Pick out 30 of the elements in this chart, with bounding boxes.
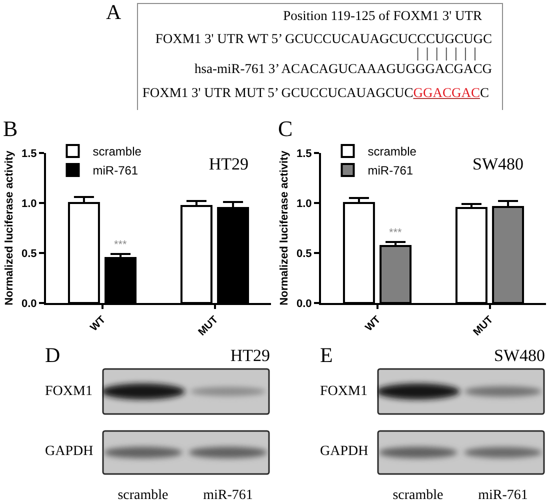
text: A [106,0,122,24]
text: GAPDH [45,444,94,460]
legend-label: scramble [368,144,417,159]
text: E [320,343,333,367]
text: FOXM1 [320,384,368,400]
chart-title: SW480 [472,154,524,174]
y-tick-label: 0.0 [296,298,312,310]
text: D [45,343,60,367]
text: GAPDH [320,444,368,460]
legend-label: miR-761 [368,164,414,178]
text: miR-761 [203,488,253,504]
text: SW480 [494,346,545,365]
text: C [278,116,293,141]
text: scramble [118,488,168,504]
text: C [480,85,489,100]
y-tick-label: 0.5 [296,248,312,260]
text: Position 119-125 of FOXM1 3' UTR [283,8,482,24]
annotation: *** [389,227,403,239]
y-axis-title: Normalized luciferase activity [278,150,291,306]
y-tick-label: 1.0 [296,198,312,210]
text: GGACGAC [413,85,480,100]
y-tick-label: 1.5 [296,148,312,160]
text: miR-761 [478,488,528,504]
text: FOXM1 3' UTR MUT 5’ GCUCCUCAUAGCUC [142,85,414,100]
text: FOXM1 3' UTR WT 5’ GCUCCUCAUAGCUCCCUGCUGC [155,31,492,46]
x-tick-label: WT [363,313,384,334]
text: HT29 [230,346,270,365]
text: hsa-miR-761 3’ ACACAGUCAAAGUGGGACGACG [194,61,492,76]
text: scramble [392,488,444,504]
text: FOXM1 [45,384,92,400]
